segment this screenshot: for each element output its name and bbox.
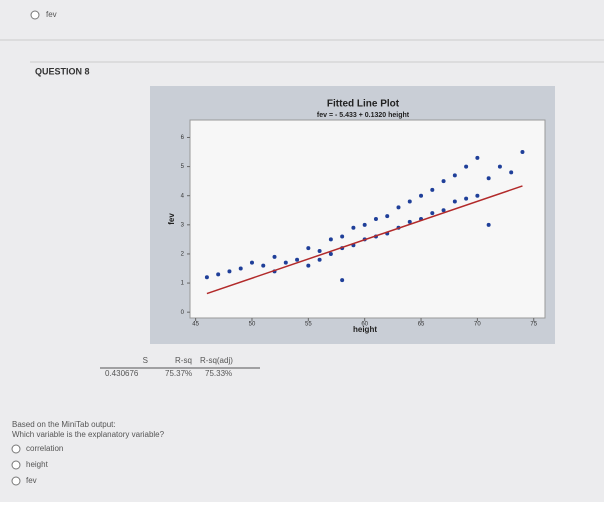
radio[interactable] xyxy=(11,460,21,470)
point xyxy=(227,269,232,274)
option-text: fev xyxy=(26,476,37,485)
point xyxy=(475,155,480,160)
point xyxy=(464,164,469,169)
radio[interactable] xyxy=(11,476,21,486)
point xyxy=(475,193,480,198)
y-tick-label: 5 xyxy=(181,164,185,170)
y-tick-label: 3 xyxy=(181,222,185,228)
point xyxy=(464,196,469,201)
y-tick-label: 6 xyxy=(181,135,185,141)
point xyxy=(295,257,300,262)
point xyxy=(407,199,412,204)
fitted-line xyxy=(206,185,523,295)
point xyxy=(441,179,446,184)
option-text: height xyxy=(26,460,49,469)
point xyxy=(328,237,333,242)
prompt-line: Based on the MiniTab output: xyxy=(12,420,116,429)
table-header: R-sq(adj) xyxy=(200,356,233,365)
x-label: height xyxy=(353,325,377,334)
x-tick-label: 60 xyxy=(361,322,368,328)
point xyxy=(430,211,435,216)
point xyxy=(520,150,525,155)
point xyxy=(509,170,514,175)
option-text: correlation xyxy=(26,444,63,453)
point xyxy=(441,208,446,213)
point xyxy=(340,278,345,283)
y-tick-label: 2 xyxy=(181,252,185,258)
point xyxy=(317,257,322,262)
table-value: 75.33% xyxy=(205,369,232,378)
prompt-line: Which variable is the explanatory variab… xyxy=(12,430,165,439)
y-tick-label: 0 xyxy=(181,310,185,316)
y-label: fev xyxy=(167,213,176,225)
point xyxy=(419,193,424,198)
point xyxy=(452,199,457,204)
x-tick-label: 75 xyxy=(530,322,537,328)
point xyxy=(306,263,311,268)
option-text: fev xyxy=(46,10,57,19)
point xyxy=(328,251,333,256)
point xyxy=(204,275,209,280)
point xyxy=(306,246,311,251)
chart-title: Fitted Line Plot xyxy=(327,99,400,110)
point xyxy=(486,176,491,181)
question-title: QUESTION 8 xyxy=(35,66,90,76)
point xyxy=(362,222,367,227)
point xyxy=(486,222,491,227)
point xyxy=(452,173,457,178)
plot-area xyxy=(189,119,546,319)
radio[interactable] xyxy=(11,444,21,454)
point xyxy=(261,263,266,268)
point xyxy=(407,219,412,224)
point xyxy=(430,187,435,192)
chart-subtitle: fev = - 5.433 + 0.1320 height xyxy=(317,112,410,119)
point xyxy=(497,164,502,169)
point xyxy=(238,266,243,271)
table-header: S xyxy=(143,356,148,365)
x-tick-label: 45 xyxy=(192,322,199,328)
point xyxy=(317,249,322,254)
point xyxy=(373,217,378,221)
x-tick-label: 65 xyxy=(418,322,425,328)
x-tick-label: 55 xyxy=(305,322,312,328)
point xyxy=(216,272,221,277)
point xyxy=(272,254,277,259)
table-header: R-sq xyxy=(175,356,192,365)
table-value: 0.430676 xyxy=(105,369,139,378)
point xyxy=(351,225,356,230)
radio[interactable] xyxy=(30,10,40,20)
point xyxy=(340,234,345,239)
point xyxy=(385,214,390,219)
x-tick-label: 50 xyxy=(249,322,256,328)
point xyxy=(249,260,254,265)
point xyxy=(396,205,401,210)
table-value: 75.37% xyxy=(165,369,192,378)
point xyxy=(283,260,288,265)
y-tick-label: 1 xyxy=(181,281,185,287)
y-tick-label: 4 xyxy=(181,193,185,199)
x-tick-label: 70 xyxy=(474,322,481,328)
